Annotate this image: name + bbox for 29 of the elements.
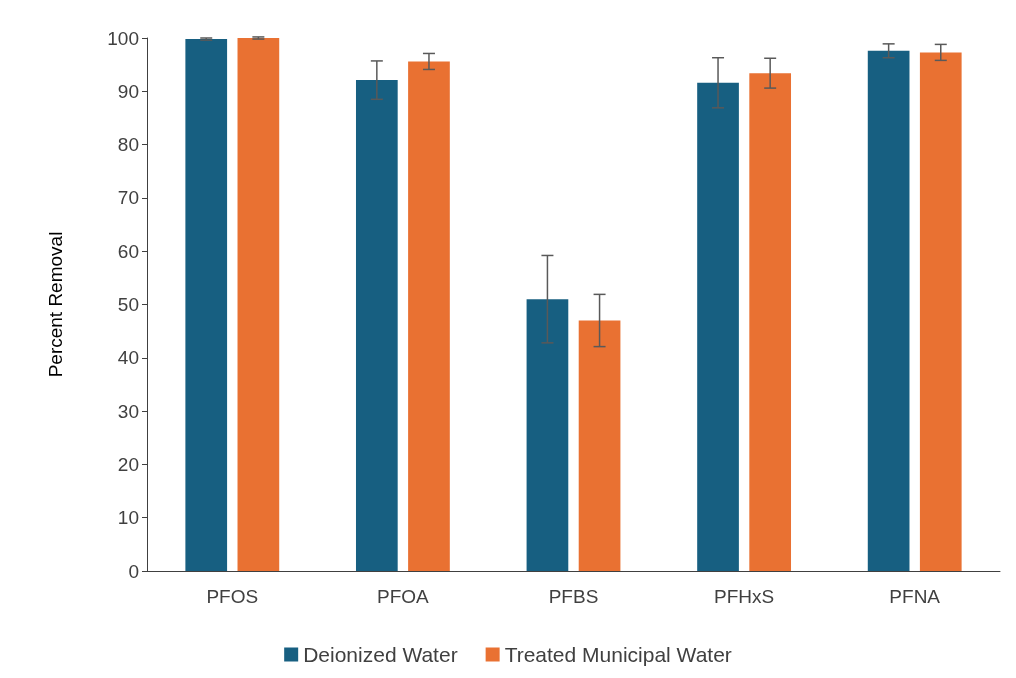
y-tick-label: 50	[117, 294, 139, 315]
y-tick-label: 0	[128, 560, 139, 582]
y-tick-label: 60	[117, 240, 139, 262]
x-tick-label: PFOA	[377, 586, 430, 607]
bar	[919, 52, 962, 571]
y-axis-title: Percent Removal	[45, 231, 66, 378]
x-tick-label: PFHxS	[714, 586, 775, 607]
bar	[867, 50, 910, 571]
y-tick-label: 70	[117, 187, 139, 209]
legend-label: Treated Municipal Water	[504, 643, 732, 666]
y-tick-label: 40	[117, 347, 139, 369]
bar	[749, 73, 792, 571]
y-tick-label: 10	[117, 507, 139, 529]
bar	[408, 61, 450, 571]
y-tick-label: 20	[117, 453, 139, 475]
x-tick-label: PFNA	[889, 586, 941, 607]
y-tick-label: 100	[107, 27, 139, 49]
y-tick-label: 90	[117, 80, 139, 102]
y-tick-label: 30	[117, 400, 139, 422]
bar	[526, 299, 569, 571]
x-tick-label: PFOS	[206, 586, 259, 607]
bar	[237, 38, 280, 571]
legend-label: Deionized Water	[303, 643, 458, 666]
bar	[697, 82, 739, 571]
bar	[578, 320, 621, 571]
x-tick-label: PFBS	[548, 586, 599, 607]
y-tick-label: 80	[117, 134, 139, 156]
bar	[185, 39, 228, 571]
bar	[355, 80, 398, 571]
